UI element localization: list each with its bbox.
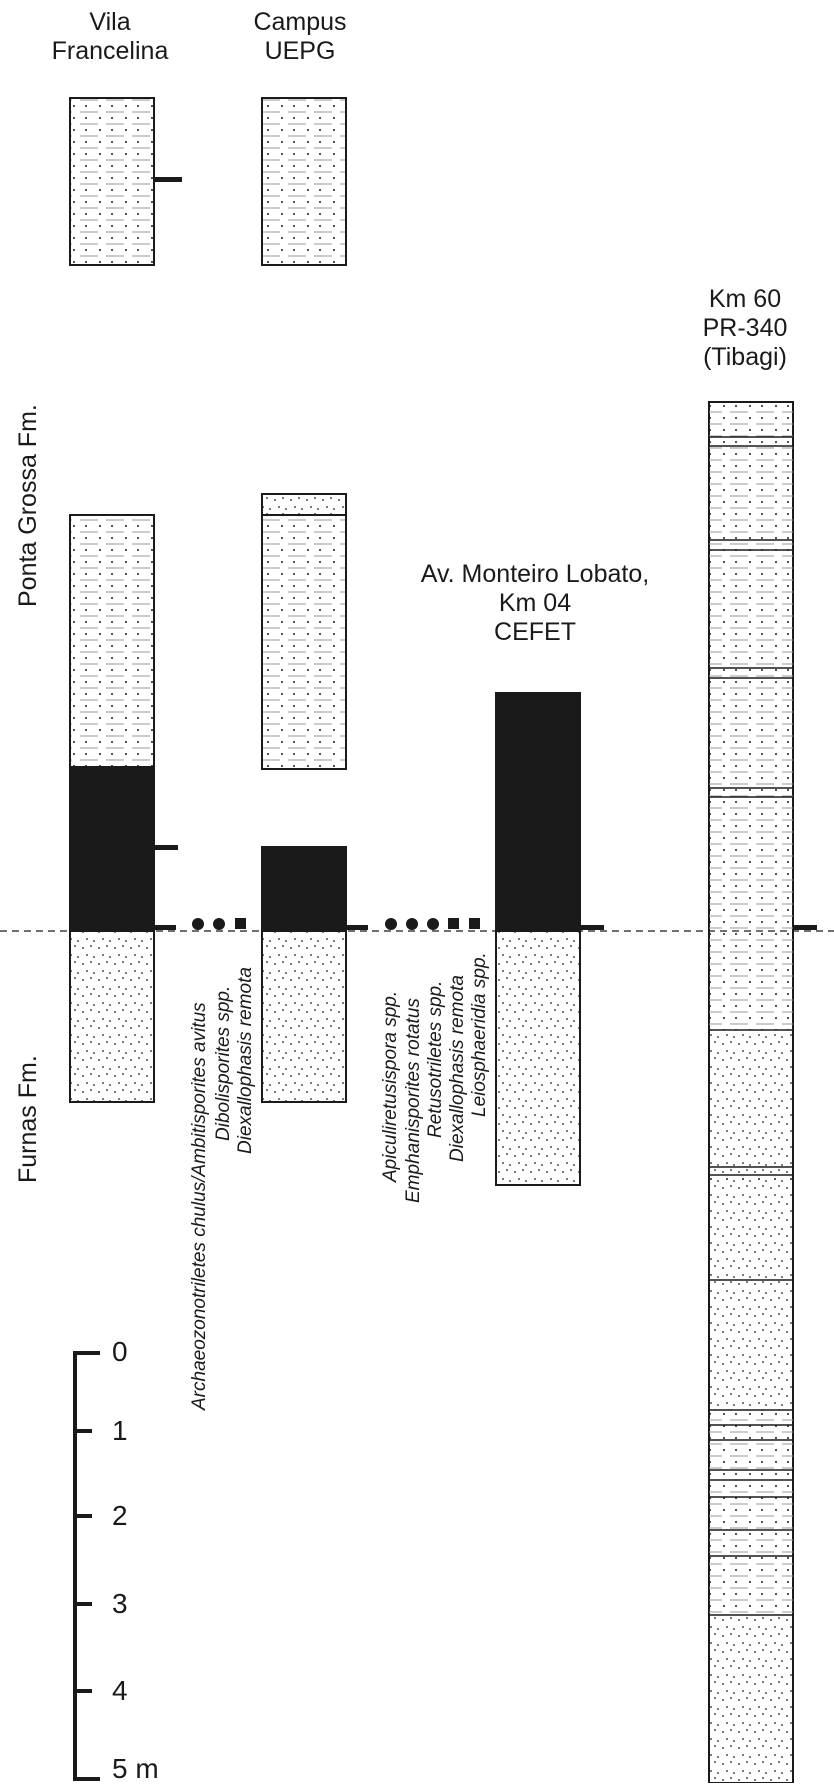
column-tibagi [708, 401, 817, 1783]
scale-label-0: 0 [112, 1336, 128, 1367]
sample-tick [154, 845, 178, 850]
column-cefet [495, 692, 604, 1186]
siltstone-unit [261, 97, 347, 266]
shale-unit [495, 692, 581, 932]
sample-tick [580, 925, 604, 930]
column-campus-uepg [261, 97, 368, 1103]
taxon-label: Diexallophasis remota [235, 967, 256, 1154]
taxa-markers-group-1 [192, 918, 246, 930]
taxon-label: Archaeozonotriletes chulus/Ambitisporite… [189, 1002, 210, 1410]
square-marker [235, 918, 246, 929]
sandstone-unit [709, 1280, 793, 1410]
sample-tick [346, 925, 368, 930]
taxon-label: Diexallophasis remota [447, 975, 468, 1162]
scale-label-4: 4 [112, 1675, 128, 1706]
taxon-label: Dibolisporites spp. [213, 985, 234, 1141]
bed-boundaries [709, 436, 793, 1616]
sandstone-unit [709, 1030, 793, 1180]
sandstone-unit [495, 930, 581, 1186]
square-marker [469, 918, 480, 929]
square-marker [448, 918, 459, 929]
siltstone-unit [709, 1410, 793, 1615]
taxon-label: Emphanisporites rotatus [403, 998, 424, 1203]
shale-unit [261, 846, 347, 932]
sandstone-unit [709, 1615, 793, 1783]
scale-label-2: 2 [112, 1500, 128, 1531]
section-title-tibagi: Km 60 PR-340 (Tibagi) [702, 285, 788, 371]
circle-marker [192, 918, 204, 930]
circle-marker [385, 918, 397, 930]
sample-tick [154, 177, 182, 182]
taxon-label: Retusotriletes spp. [425, 980, 446, 1138]
scale-label-3: 3 [112, 1588, 128, 1619]
sandstone-unit [709, 1175, 793, 1280]
siltstone-unit [69, 514, 155, 768]
taxa-markers-group-2 [385, 918, 480, 930]
circle-marker [406, 918, 418, 930]
circle-marker [427, 918, 439, 930]
sandstone-unit [69, 930, 155, 1103]
taxon-label: Apiculiretusispora spp. [380, 990, 401, 1182]
sandstone-unit [261, 930, 347, 1103]
siltstone-unit [69, 97, 155, 266]
siltstone-unit [261, 514, 347, 770]
sandstone-unit [261, 493, 347, 516]
sample-tick [154, 925, 176, 930]
circle-marker [213, 918, 225, 930]
taxon-label: Leiosphaeridia spp. [469, 952, 490, 1117]
scale-bar [73, 1351, 100, 1781]
column-vila-francelina [69, 97, 182, 1103]
scale-label-5m: 5 m [112, 1753, 159, 1784]
section-title-campus-uepg: Campus UEPG [253, 8, 347, 65]
sample-tick [793, 925, 817, 930]
section-title-cefet: Av. Monteiro Lobato, Km 04 CEFET [420, 560, 650, 646]
siltstone-unit [709, 402, 793, 1030]
shale-unit [69, 766, 155, 932]
scale-label-1: 1 [112, 1415, 128, 1446]
section-title-vila-francelina: Vila Francelina [51, 8, 169, 65]
